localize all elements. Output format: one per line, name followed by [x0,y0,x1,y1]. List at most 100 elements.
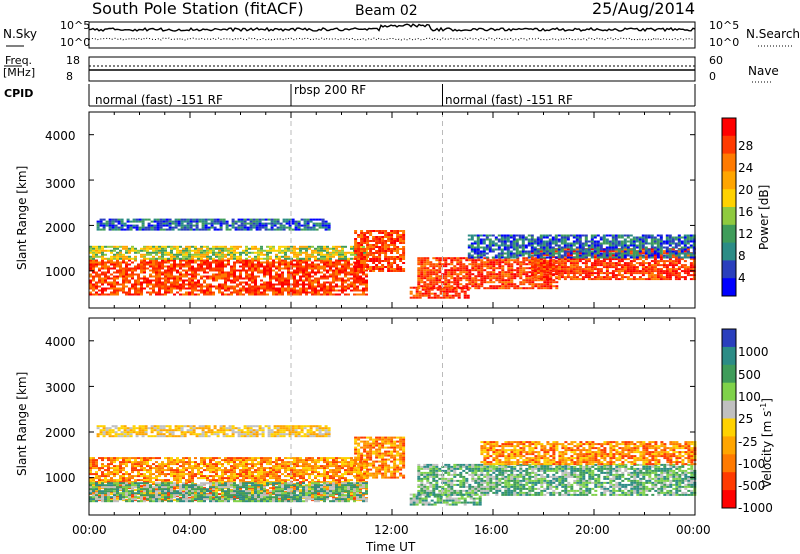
data-cell [507,281,511,284]
data-cell [344,245,347,248]
data-cell [497,252,501,255]
data-cell [399,258,403,260]
data-cell [89,473,92,476]
data-cell [444,285,448,288]
data-cell [128,255,131,258]
data-cell [611,236,615,239]
data-cell [668,258,672,261]
data-cell [463,296,467,299]
data-cell [474,263,478,266]
data-cell [563,240,567,243]
data-cell [375,264,379,266]
data-cell [297,224,301,227]
data-cell [203,259,206,262]
data-cell [465,271,469,274]
data-cell [110,493,113,496]
data-cell [560,258,564,261]
data-cell [671,236,675,239]
data-cell [357,234,361,236]
data-cell [542,242,546,245]
data-cell [602,260,606,263]
data-cell [390,262,394,264]
data-cell [269,247,272,250]
data-cell [284,287,287,290]
data-cell [98,479,101,482]
data-cell [260,261,263,264]
data-cell [665,278,669,281]
scatter-region-2 [89,245,368,260]
data-cell [95,461,98,464]
data-cell [530,262,534,265]
data-cell [185,273,188,276]
data-cell [215,247,218,250]
data-cell [293,263,296,266]
data-cell [137,283,140,286]
data-cell [167,273,170,276]
data-cell [366,268,370,270]
data-cell [171,226,175,229]
data-cell [135,228,139,231]
data-cell [480,269,484,272]
data-cell [92,251,95,254]
data-cell [569,234,573,237]
data-cell [581,278,585,281]
data-cell [102,228,106,231]
data-cell [590,244,594,247]
data-cell [167,251,170,254]
data-cell [207,228,211,231]
data-cell [545,260,549,263]
data-cell [287,247,290,250]
data-cell [444,275,448,278]
data-cell [218,263,221,266]
data-cell [299,253,302,256]
cb1-tick-2: 20 [738,183,754,197]
data-cell [266,281,269,284]
data-cell [578,260,582,263]
data-cell [350,251,353,254]
data-cell [656,272,660,275]
data-cell [620,256,624,259]
top-panel-graphics [4,21,792,107]
data-cell [152,483,155,486]
data-cell [360,234,364,236]
data-cell [515,250,519,253]
data-cell [504,281,508,284]
data-cell [494,254,498,257]
data-cell [116,473,119,476]
data-cell [531,287,535,290]
data-cell [224,271,227,274]
data-cell [551,252,555,255]
data-cell [477,269,481,272]
data-cell [510,277,514,280]
data-cell [240,226,244,229]
data-cell [140,253,143,256]
data-cell [233,251,236,254]
data-cell [242,289,245,292]
data-cell [110,285,113,288]
data-cell [650,240,654,243]
data-cell [155,275,158,278]
data-cell [485,252,489,255]
data-cell [659,252,663,255]
data-cell [332,287,335,290]
data-cell [299,247,302,250]
data-cell [453,257,457,260]
data-cell [575,246,579,249]
data-cell [134,457,137,460]
data-cell [426,267,430,270]
data-cell [674,274,678,277]
data-cell [89,469,92,472]
data-cell [116,255,119,258]
data-cell [309,220,313,223]
data-cell [447,281,451,284]
data-cell [560,260,564,263]
data-cell [248,255,251,258]
data-cell [125,263,128,266]
data-cell [483,279,487,282]
data-cell [204,228,208,231]
data-cell [140,487,143,490]
data-cell [137,465,140,468]
data-cell [116,471,119,474]
data-cell [110,245,113,248]
data-cell [542,264,546,267]
